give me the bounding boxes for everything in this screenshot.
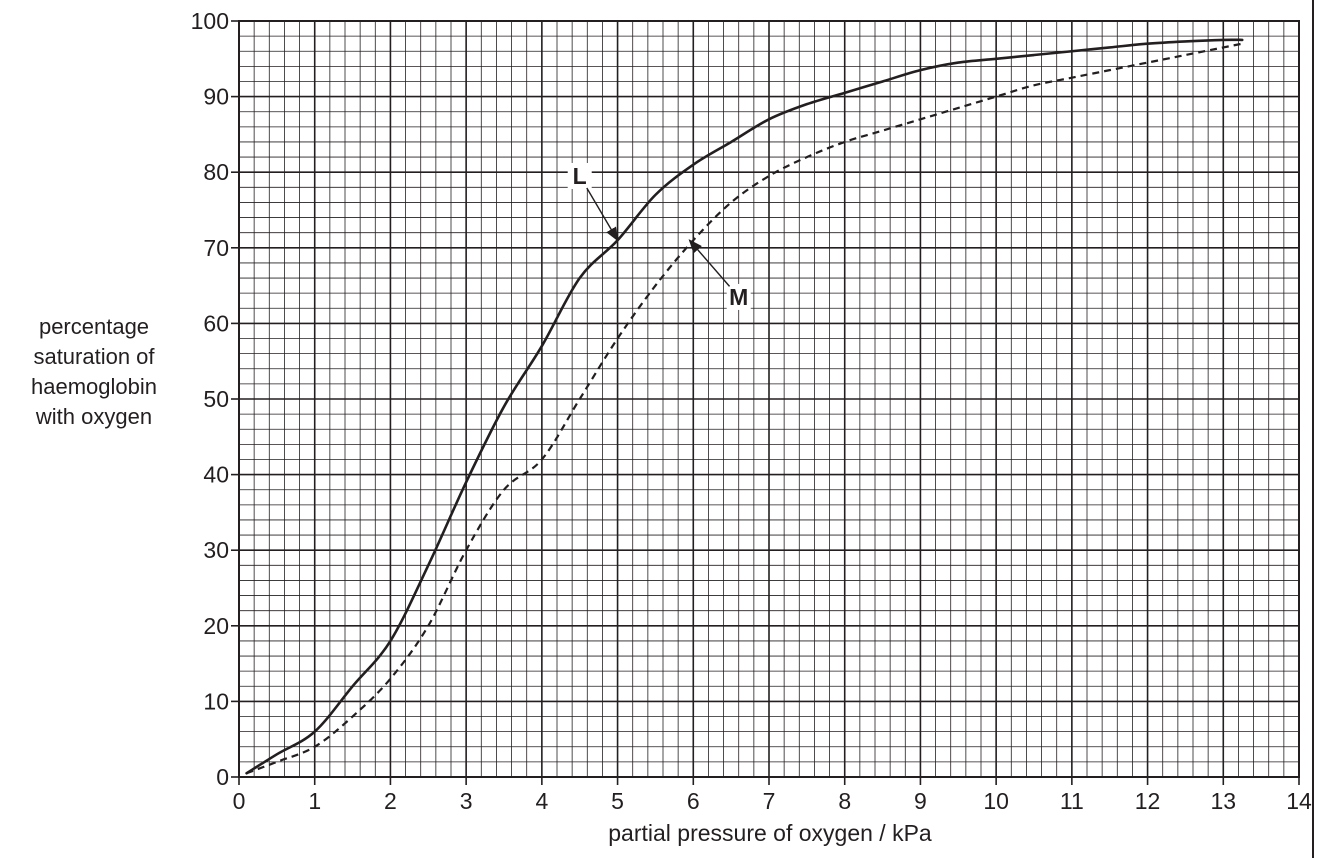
x-tick-label: 13 <box>1210 788 1236 814</box>
y-tick-label: 80 <box>203 159 229 185</box>
x-tick-label: 10 <box>983 788 1009 814</box>
y-tick-label: 0 <box>216 764 229 790</box>
y-tick-label: 50 <box>203 386 229 412</box>
y-axis-label-line-2: saturation of <box>33 344 155 369</box>
x-tick-label: 8 <box>838 788 851 814</box>
x-tick-label: 5 <box>611 788 624 814</box>
x-tick-label: 7 <box>763 788 776 814</box>
y-axis-label: percentage saturation of haemoglobin wit… <box>0 312 188 432</box>
y-tick-label: 30 <box>203 537 229 563</box>
x-tick-label: 6 <box>687 788 700 814</box>
data-series <box>245 38 1244 775</box>
x-axis-label: partial pressure of oxygen / kPa <box>608 820 932 846</box>
tick-labels: 0 1 2 3 4 5 6 7 8 9 10 11 12 13 1401020304050607080901… <box>191 8 1312 814</box>
y-axis-label-line-1: percentage <box>38 314 150 339</box>
x-tick-label: 11 <box>1060 788 1084 814</box>
curve-label-L: L <box>573 163 587 189</box>
y-tick-label: 40 <box>203 462 229 488</box>
curve-L <box>245 38 1244 775</box>
y-tick-label: 90 <box>203 84 229 110</box>
annotation-box <box>567 162 592 189</box>
x-tick-label: 3 <box>460 788 473 814</box>
axes <box>231 20 1300 785</box>
y-axis-label-line-4: with oxygen <box>35 404 153 429</box>
curve-label-M: M <box>729 284 748 310</box>
leader-arrow-M <box>688 239 731 287</box>
y-tick-label: 20 <box>203 613 229 639</box>
y-tick-label: 100 <box>191 8 229 34</box>
x-tick-label: 2 <box>384 788 397 814</box>
curve-M <box>246 42 1243 775</box>
x-tick-label: 0 <box>233 788 246 814</box>
x-tick-label: 14 <box>1286 788 1312 814</box>
x-tick-label: 12 <box>1135 788 1161 814</box>
major-grid <box>238 20 1300 778</box>
x-tick-label: 1 <box>308 788 321 814</box>
x-tick-label: 4 <box>535 788 548 814</box>
y-tick-label: 10 <box>203 688 229 714</box>
y-tick-label: 60 <box>203 310 229 336</box>
curve-annotations: LM <box>567 162 751 310</box>
x-tick-label: 9 <box>914 788 927 814</box>
annotation-box <box>726 283 751 310</box>
y-tick-label: 70 <box>203 235 229 261</box>
page-edge-rule <box>1312 0 1314 858</box>
leader-arrow-L <box>586 187 619 242</box>
y-axis-label-line-3: haemoglobin <box>31 374 157 399</box>
